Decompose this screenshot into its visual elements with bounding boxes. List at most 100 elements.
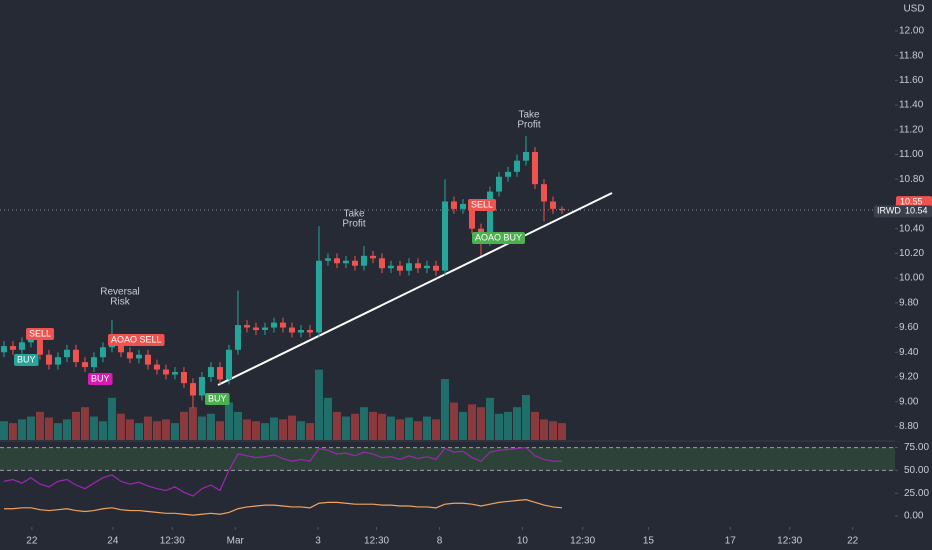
candle-body <box>378 258 385 269</box>
y-tick-label: 10.00 <box>899 273 924 284</box>
volume-bar <box>62 419 71 440</box>
volume-bar <box>350 413 359 440</box>
candle-body <box>270 322 277 328</box>
candle-body <box>513 160 520 172</box>
candle-body <box>189 383 196 396</box>
volume-bar <box>431 419 440 440</box>
candle-body <box>531 152 538 185</box>
volume-bar <box>458 411 467 440</box>
volume-bar <box>512 407 521 440</box>
volume-bar <box>224 402 233 440</box>
volume-bar <box>116 413 125 440</box>
y-tick-label: 50.00 <box>904 465 929 476</box>
volume-bar <box>233 411 242 440</box>
y-tick-label: 9.00 <box>899 396 919 407</box>
candle-body <box>288 327 295 333</box>
volume-bar <box>494 413 503 440</box>
volume-bar <box>305 423 314 440</box>
x-tick-label: 12:30 <box>364 536 389 547</box>
signal-tag <box>472 232 526 244</box>
candle-body <box>315 260 322 333</box>
price-axis <box>895 0 932 550</box>
signal-tag <box>205 393 230 405</box>
signal-label: SELL <box>471 199 493 209</box>
x-tick-label: Mar <box>227 536 245 547</box>
candle-body <box>423 265 430 269</box>
volume-bar <box>413 421 422 440</box>
x-tick-label: 10 <box>517 536 529 547</box>
annotation: Profit <box>517 120 541 131</box>
candle-body <box>117 339 124 353</box>
y-tick-label: 9.20 <box>899 372 919 383</box>
candle-body <box>81 362 88 368</box>
volume-bar <box>197 416 206 440</box>
volume-bar <box>503 411 512 440</box>
x-tick-label: 22 <box>847 536 859 547</box>
volume-bar <box>242 419 251 440</box>
volume-bar <box>449 402 458 440</box>
candle-body <box>54 357 61 365</box>
indicator-line <box>3 446 562 497</box>
y-tick-label: 9.40 <box>899 347 919 358</box>
candle-body <box>549 201 556 209</box>
candle-body <box>252 327 259 330</box>
candle-body <box>261 327 268 330</box>
y-tick-label: 11.80 <box>899 50 924 61</box>
annotation: Take <box>518 110 540 121</box>
signal-label: BUY <box>208 393 227 403</box>
candle-body <box>387 265 394 269</box>
x-tick-label: 24 <box>107 536 119 547</box>
volume-bar <box>548 421 557 440</box>
y-tick-label: 10.80 <box>899 174 924 185</box>
y-tick-label: 9.60 <box>899 322 919 333</box>
volume-bar <box>215 421 224 440</box>
volume-bar <box>260 423 269 440</box>
candle-body <box>36 337 43 355</box>
candle-body <box>99 347 106 358</box>
volume-bar <box>395 419 404 440</box>
y-tick-label: 12.00 <box>899 26 924 37</box>
signal-tag <box>14 354 39 366</box>
volume-bar <box>98 421 107 440</box>
volume-bar <box>341 416 350 440</box>
candle-body <box>441 201 448 271</box>
candle-body <box>234 325 241 350</box>
volume-bar <box>143 416 152 440</box>
candle-body <box>540 184 547 202</box>
annotation: Reversal <box>100 287 139 298</box>
candle-body <box>207 367 214 377</box>
candle-body <box>360 255 367 266</box>
volume-bar <box>107 397 116 440</box>
volume-bar <box>170 423 179 440</box>
symbol-tag <box>874 205 932 218</box>
band <box>0 447 895 471</box>
signal-tag <box>108 334 165 346</box>
candle-body <box>9 346 16 350</box>
trend-line <box>217 192 613 386</box>
volume-bar <box>278 419 287 440</box>
volume-bar <box>368 411 377 440</box>
candle-body <box>486 191 493 242</box>
x-tick-label: 12:30 <box>160 536 185 547</box>
bid-price: 10.54 <box>905 206 928 216</box>
candle-body <box>558 208 565 211</box>
candle-body <box>468 203 475 229</box>
volume-bar <box>359 407 368 440</box>
candle-body <box>342 260 349 264</box>
signal-label: AOAO BUY <box>475 232 522 242</box>
annotation: Risk <box>110 297 130 308</box>
volume-bar <box>89 416 98 440</box>
signal-tag <box>468 199 497 211</box>
signal-label: BUY <box>91 373 110 383</box>
currency: USD <box>903 4 924 15</box>
candle-body <box>63 349 70 358</box>
indicator-line <box>3 499 563 516</box>
volume-bar <box>476 407 485 440</box>
y-tick-label: 11.60 <box>899 75 924 86</box>
signal-label: BUY <box>17 354 36 364</box>
candle-body <box>450 201 457 209</box>
volume-bar <box>287 415 296 440</box>
volume-bar <box>0 421 8 440</box>
candle-body <box>279 322 286 328</box>
